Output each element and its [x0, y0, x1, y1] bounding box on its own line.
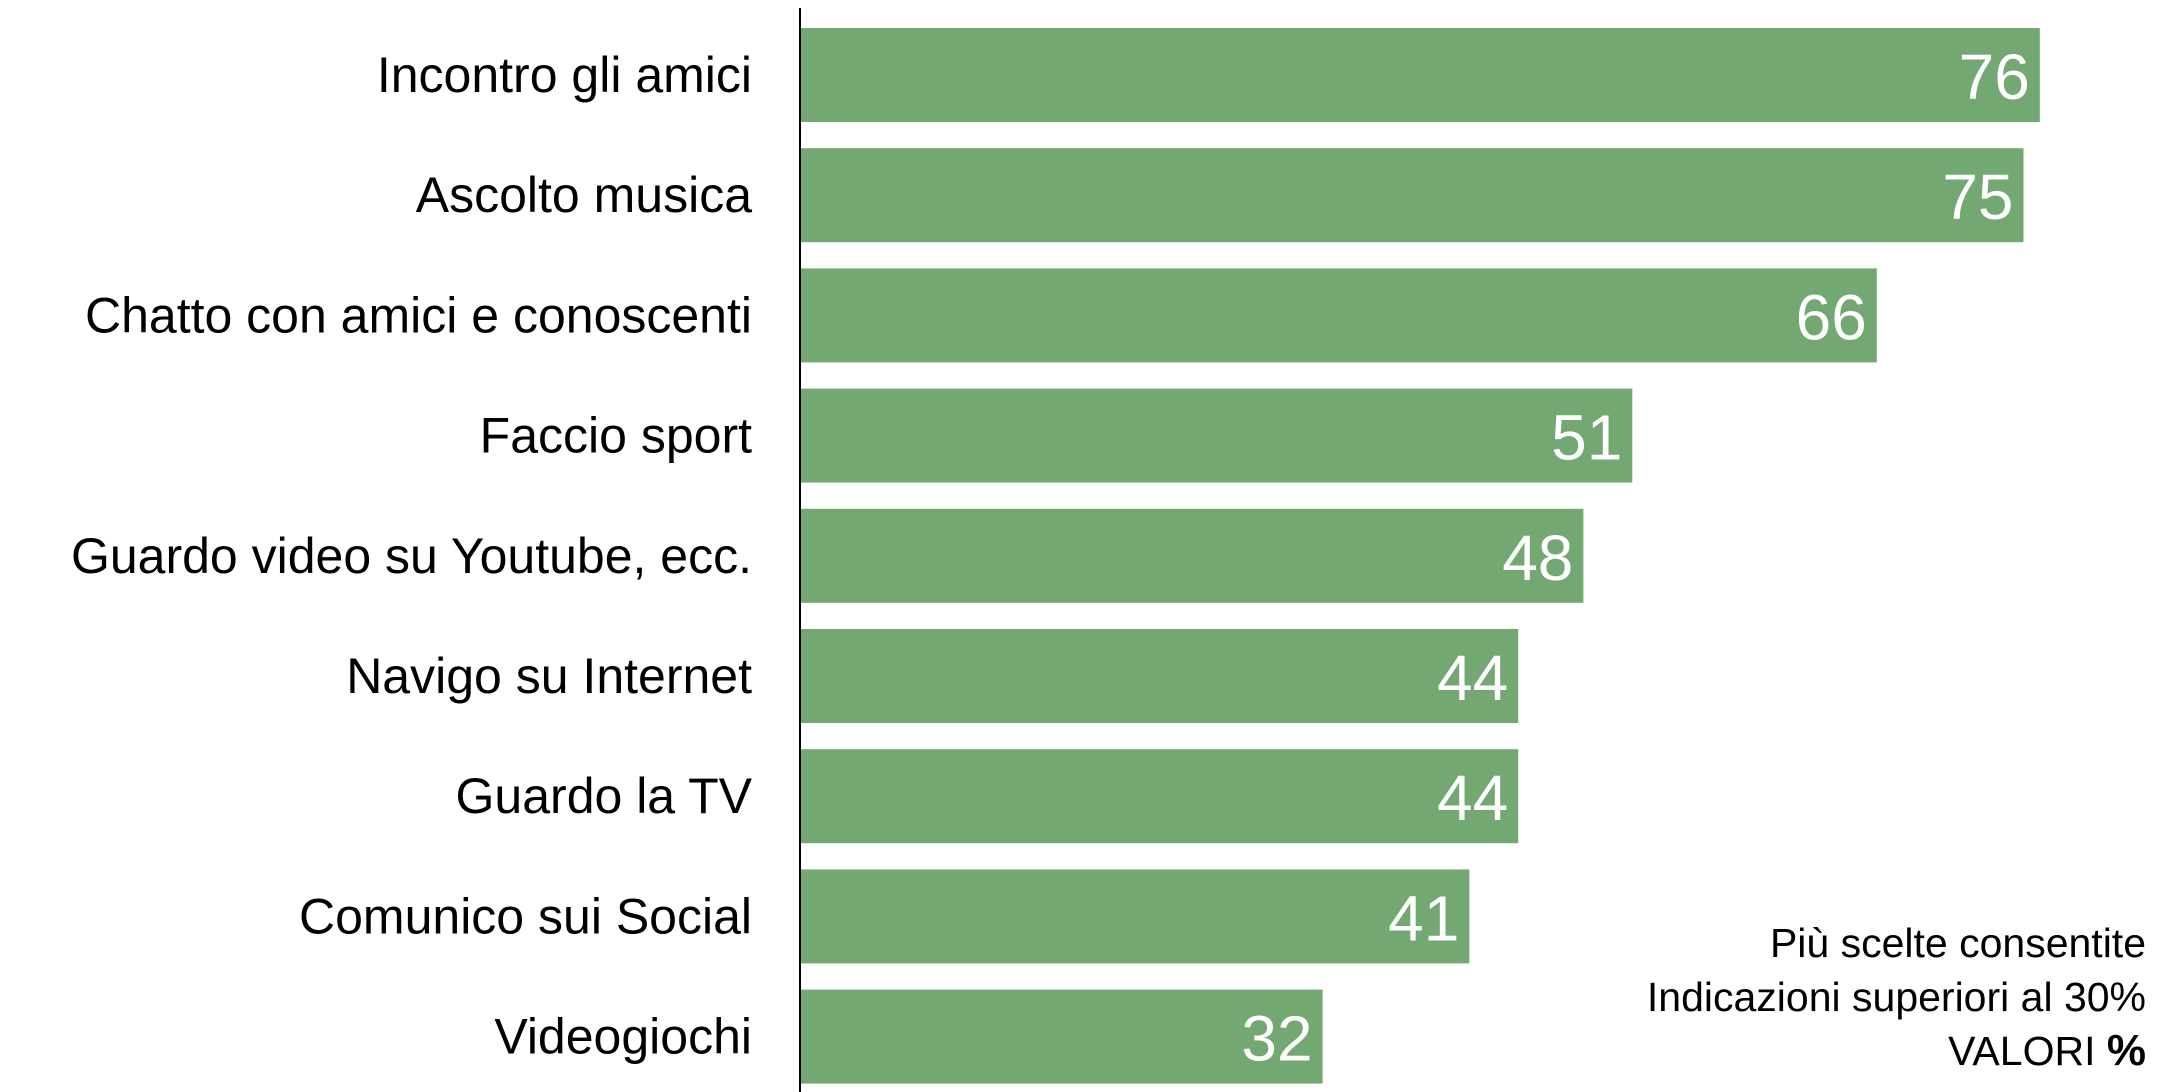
note-values-unit: VALORI % [1647, 1024, 2146, 1078]
value-label: 48 [1502, 522, 1573, 594]
bar-6 [801, 629, 1519, 723]
bar-3 [801, 268, 1877, 363]
value-labels-group: 76 75 66 51 48 44 44 41 32 [1241, 41, 2029, 1075]
bars-group [801, 28, 2040, 1084]
note-multiple-choice: Più scelte consentite [1769, 920, 2146, 966]
value-label: 41 [1388, 882, 1459, 954]
value-label: 75 [1942, 161, 2013, 233]
value-label: 66 [1796, 281, 1867, 353]
category-label: Guardo video su Youtube, ecc. [71, 528, 752, 584]
value-label: 51 [1551, 402, 1622, 474]
note-values-prefix: VALORI [1948, 1028, 2096, 1074]
bar-2 [801, 148, 2024, 243]
value-label: 44 [1437, 642, 1508, 714]
note-percent-symbol: % [2106, 1026, 2146, 1075]
bar-5 [801, 508, 1584, 603]
category-label: Ascolto musica [416, 167, 752, 223]
category-label: Guardo la TV [456, 768, 753, 824]
category-label: Comunico sui Social [299, 888, 752, 944]
bar-7 [801, 749, 1519, 844]
bar-4 [801, 388, 1633, 483]
note-threshold: Indicazioni superiori al 30% [1646, 974, 2146, 1020]
category-label: Navigo su Internet [346, 648, 752, 704]
value-label: 32 [1241, 1003, 1312, 1075]
category-label: Incontro gli amici [377, 47, 752, 103]
category-labels-group: Incontro gli amici Ascolto musica Chatto c… [71, 47, 753, 1065]
bar-8 [801, 869, 1470, 964]
category-label: Chatto con amici e conoscenti [85, 287, 752, 343]
category-label: Videogiochi [494, 1009, 752, 1065]
chart-notes: Più scelte consentite Indicazioni superi… [1647, 916, 2146, 1078]
value-label: 44 [1437, 762, 1508, 834]
bar-9 [801, 989, 1323, 1084]
bar-1 [801, 28, 2040, 122]
value-label: 76 [1959, 41, 2030, 113]
category-label: Faccio sport [480, 408, 752, 464]
